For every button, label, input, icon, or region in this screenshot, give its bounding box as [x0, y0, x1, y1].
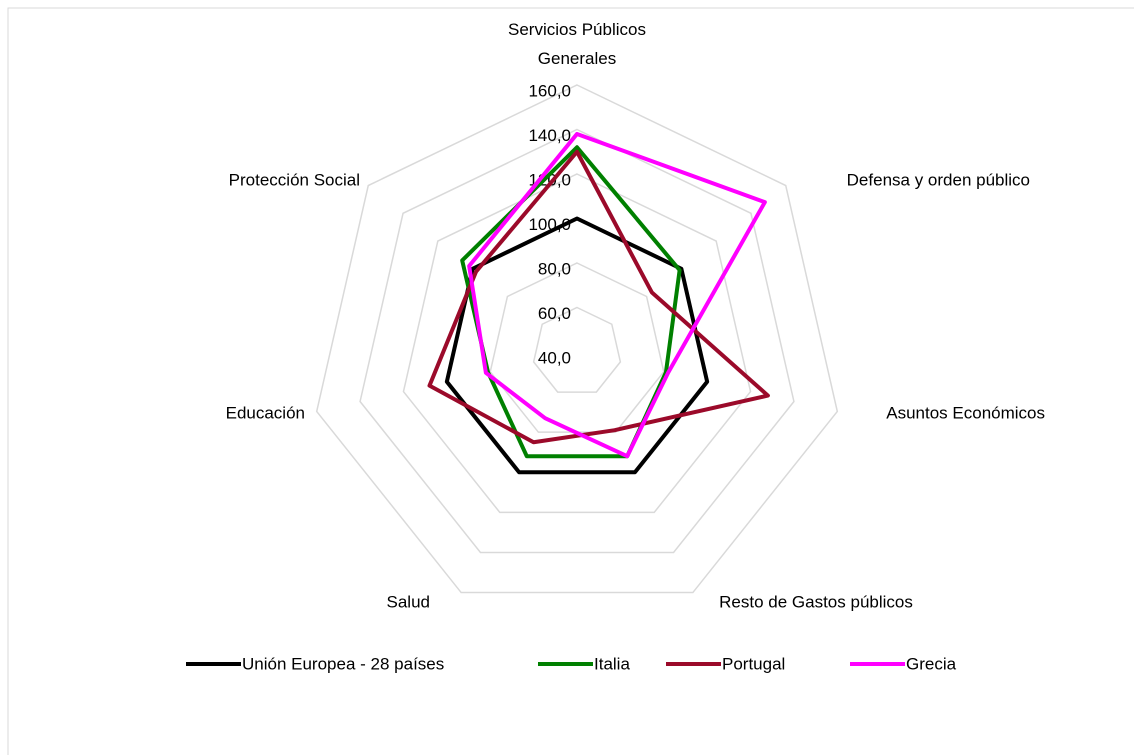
series-line: [460, 145, 682, 459]
grid-ring: [489, 262, 665, 433]
r-tick-label: 160,0: [528, 81, 571, 100]
legend-label: Unión Europea - 28 países: [242, 654, 444, 673]
r-tick-label: 140,0: [528, 126, 571, 145]
grid-ring: [402, 173, 752, 514]
grid-ring: [359, 128, 795, 554]
r-tick-label: 80,0: [538, 259, 571, 278]
series-line: [467, 131, 767, 459]
axis-label: Asuntos Económicos: [886, 403, 1045, 422]
r-tick-label: 100,0: [528, 215, 571, 234]
axis-label: Defensa y orden público: [847, 170, 1030, 189]
series-line: [427, 149, 770, 445]
axis-label: Protección Social: [229, 170, 360, 189]
grid-ring: [532, 306, 622, 393]
legend-label: Italia: [594, 654, 630, 673]
axis-label: Resto de Gastos públicos: [719, 592, 913, 611]
r-tick-label: 60,0: [538, 304, 571, 323]
legend-label: Grecia: [906, 654, 957, 673]
axis-label: Educación: [226, 403, 305, 422]
axis-label: Servicios Públicos Generales: [508, 20, 646, 68]
axis-label: Salud: [387, 592, 430, 611]
r-tick-label: 40,0: [538, 348, 571, 367]
grid-ring: [315, 84, 839, 594]
frame: [7, 7, 1134, 755]
legend-label: Portugal: [722, 654, 785, 673]
